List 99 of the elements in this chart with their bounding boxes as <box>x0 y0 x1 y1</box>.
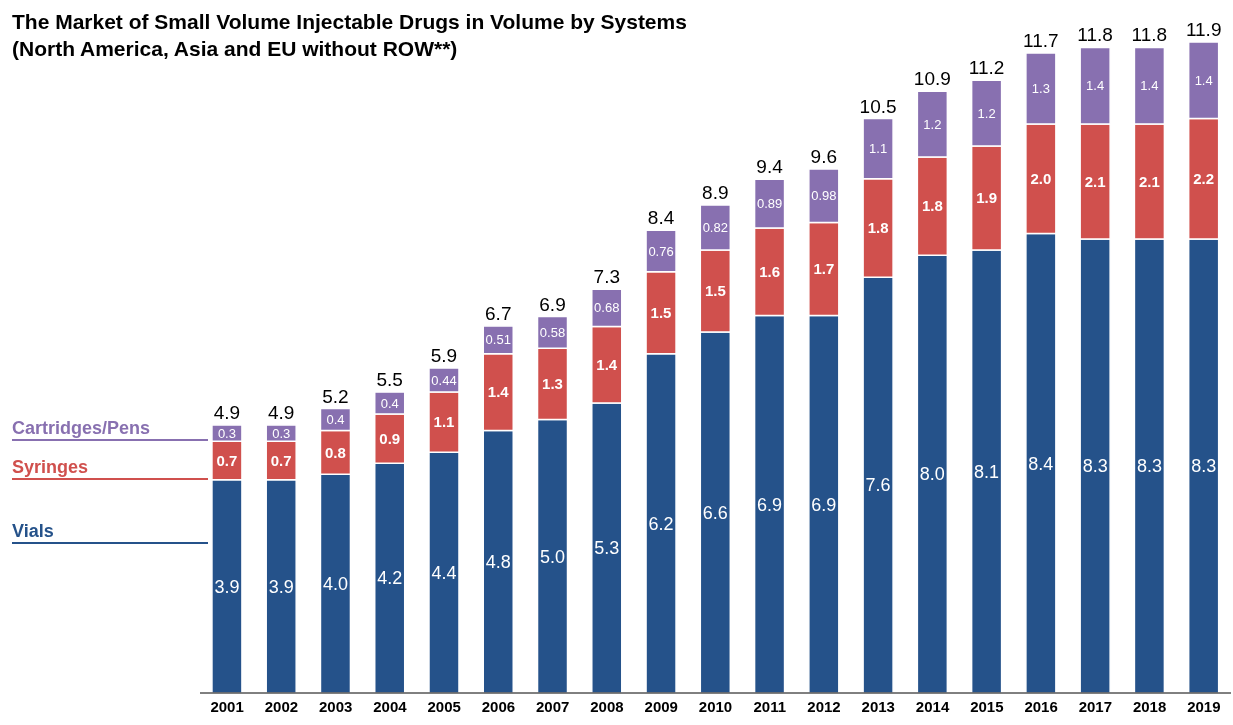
total-label: 6.9 <box>539 293 566 315</box>
data-label: 4.0 <box>322 573 348 594</box>
data-label: 8.3 <box>1082 456 1108 477</box>
data-label: 1.4 <box>596 356 618 374</box>
total-label: 11.8 <box>1077 24 1113 46</box>
data-label: 0.9 <box>379 429 401 447</box>
data-label: 1.4 <box>1140 78 1159 94</box>
x-tick-label: 2009 <box>644 697 678 715</box>
data-label: 0.44 <box>431 372 457 388</box>
data-label: 1.5 <box>650 304 672 322</box>
data-label: 1.2 <box>977 105 996 121</box>
chart-title: The Market of Small Volume Injectable Drugs in Volume by Systems (North America, Asia and EU without ROW**) <box>12 9 688 62</box>
total-label: 4.9 <box>267 401 295 423</box>
x-tick-label: 2017 <box>1078 697 1113 715</box>
data-label: 4.4 <box>431 562 457 583</box>
data-label: 7.6 <box>865 475 891 496</box>
data-label: 8.3 <box>1136 456 1162 477</box>
total-label: 10.9 <box>913 68 951 90</box>
data-label: 2.1 <box>1084 172 1106 190</box>
total-label: 11.7 <box>1023 29 1059 51</box>
x-tick-label: 2001 <box>210 697 244 715</box>
data-label: 0.4 <box>326 412 345 428</box>
data-label: 5.3 <box>594 538 620 559</box>
x-tick-label: 2013 <box>861 697 895 715</box>
data-label: 1.8 <box>921 197 943 215</box>
data-label: 2.0 <box>1030 170 1052 188</box>
data-label: 1.4 <box>1194 72 1213 88</box>
total-label: 11.8 <box>1131 24 1168 46</box>
data-label: 8.4 <box>1028 453 1054 474</box>
data-label: 0.82 <box>702 220 728 235</box>
data-label: 1.4 <box>487 383 510 401</box>
total-label: 5.2 <box>322 385 349 407</box>
data-label: 1.4 <box>1086 78 1105 94</box>
data-label: 0.68 <box>594 300 620 316</box>
data-label: 0.7 <box>216 451 238 469</box>
data-label: 8.1 <box>974 461 1000 482</box>
data-label: 1.9 <box>976 189 998 207</box>
total-label: 9.6 <box>810 145 838 167</box>
total-label: 5.9 <box>430 345 458 367</box>
data-label: 5.0 <box>540 546 566 567</box>
x-tick-label: 2011 <box>753 697 787 715</box>
data-label: 1.5 <box>704 282 726 300</box>
x-tick-label: 2002 <box>264 697 299 715</box>
total-label: 9.4 <box>756 156 784 178</box>
x-tick-label: 2008 <box>590 697 624 715</box>
total-label: 11.9 <box>1185 19 1222 40</box>
data-label: 1.1 <box>433 413 455 431</box>
data-label: 8.3 <box>1191 456 1217 477</box>
text: Vials <box>12 520 54 541</box>
total-label: 6.7 <box>485 302 512 324</box>
data-label: 4.8 <box>485 552 511 573</box>
total-label: 8.4 <box>647 207 675 229</box>
x-tick-label: 2006 <box>481 697 516 715</box>
x-tick-label: 2010 <box>698 697 733 715</box>
data-label: 0.51 <box>485 332 511 348</box>
data-label: 0.4 <box>380 395 399 411</box>
x-tick-label: 2014 <box>915 697 950 715</box>
total-label: 11.2 <box>968 57 1005 79</box>
total-label: 4.9 <box>213 401 241 423</box>
data-label: 6.9 <box>757 494 783 515</box>
data-label: 0.98 <box>811 188 837 204</box>
total-label: 10.5 <box>859 95 897 117</box>
data-label: 3.9 <box>268 576 294 597</box>
data-label: 0.7 <box>270 451 292 469</box>
data-label: 2.1 <box>1138 172 1160 190</box>
x-tick-label: 2003 <box>318 697 353 715</box>
data-label: 6.6 <box>702 502 728 523</box>
x-tick-label: 2015 <box>970 697 1004 715</box>
x-tick-label: 2016 <box>1024 697 1058 715</box>
data-label: 1.6 <box>759 263 780 281</box>
data-label: 1.3 <box>542 375 563 393</box>
x-tick-label: 2005 <box>427 697 461 715</box>
data-label: 4.2 <box>377 568 403 589</box>
text: Syringes <box>12 456 89 477</box>
data-label: 0.8 <box>325 443 346 461</box>
data-label: 3.9 <box>214 576 240 597</box>
data-label: 6.9 <box>811 494 837 515</box>
data-label: 8.0 <box>919 464 945 485</box>
data-label: 1.2 <box>923 116 942 132</box>
data-label: 0.76 <box>648 243 674 259</box>
data-label: 2.2 <box>1193 170 1215 188</box>
total-label: 5.5 <box>376 369 403 391</box>
data-label: 1.7 <box>813 260 835 278</box>
data-label: 0.58 <box>539 325 566 341</box>
data-label: 1.3 <box>1031 81 1050 97</box>
data-label: 1.8 <box>867 219 889 237</box>
data-label: 0.3 <box>217 425 236 441</box>
x-tick-label: 2019 <box>1187 697 1221 715</box>
data-label: 6.2 <box>648 513 674 534</box>
data-label: 0.3 <box>272 425 291 441</box>
x-tick-label: 2012 <box>807 697 841 715</box>
data-label: 0.89 <box>756 196 783 212</box>
data-label: 1.1 <box>869 141 888 157</box>
x-tick-label: 2007 <box>536 697 570 715</box>
total-label: 8.9 <box>702 182 729 204</box>
text: Cartridges/Pens <box>12 418 151 439</box>
x-tick-label: 2018 <box>1132 697 1167 715</box>
total-label: 7.3 <box>593 266 620 288</box>
x-tick-label: 2004 <box>373 697 408 715</box>
